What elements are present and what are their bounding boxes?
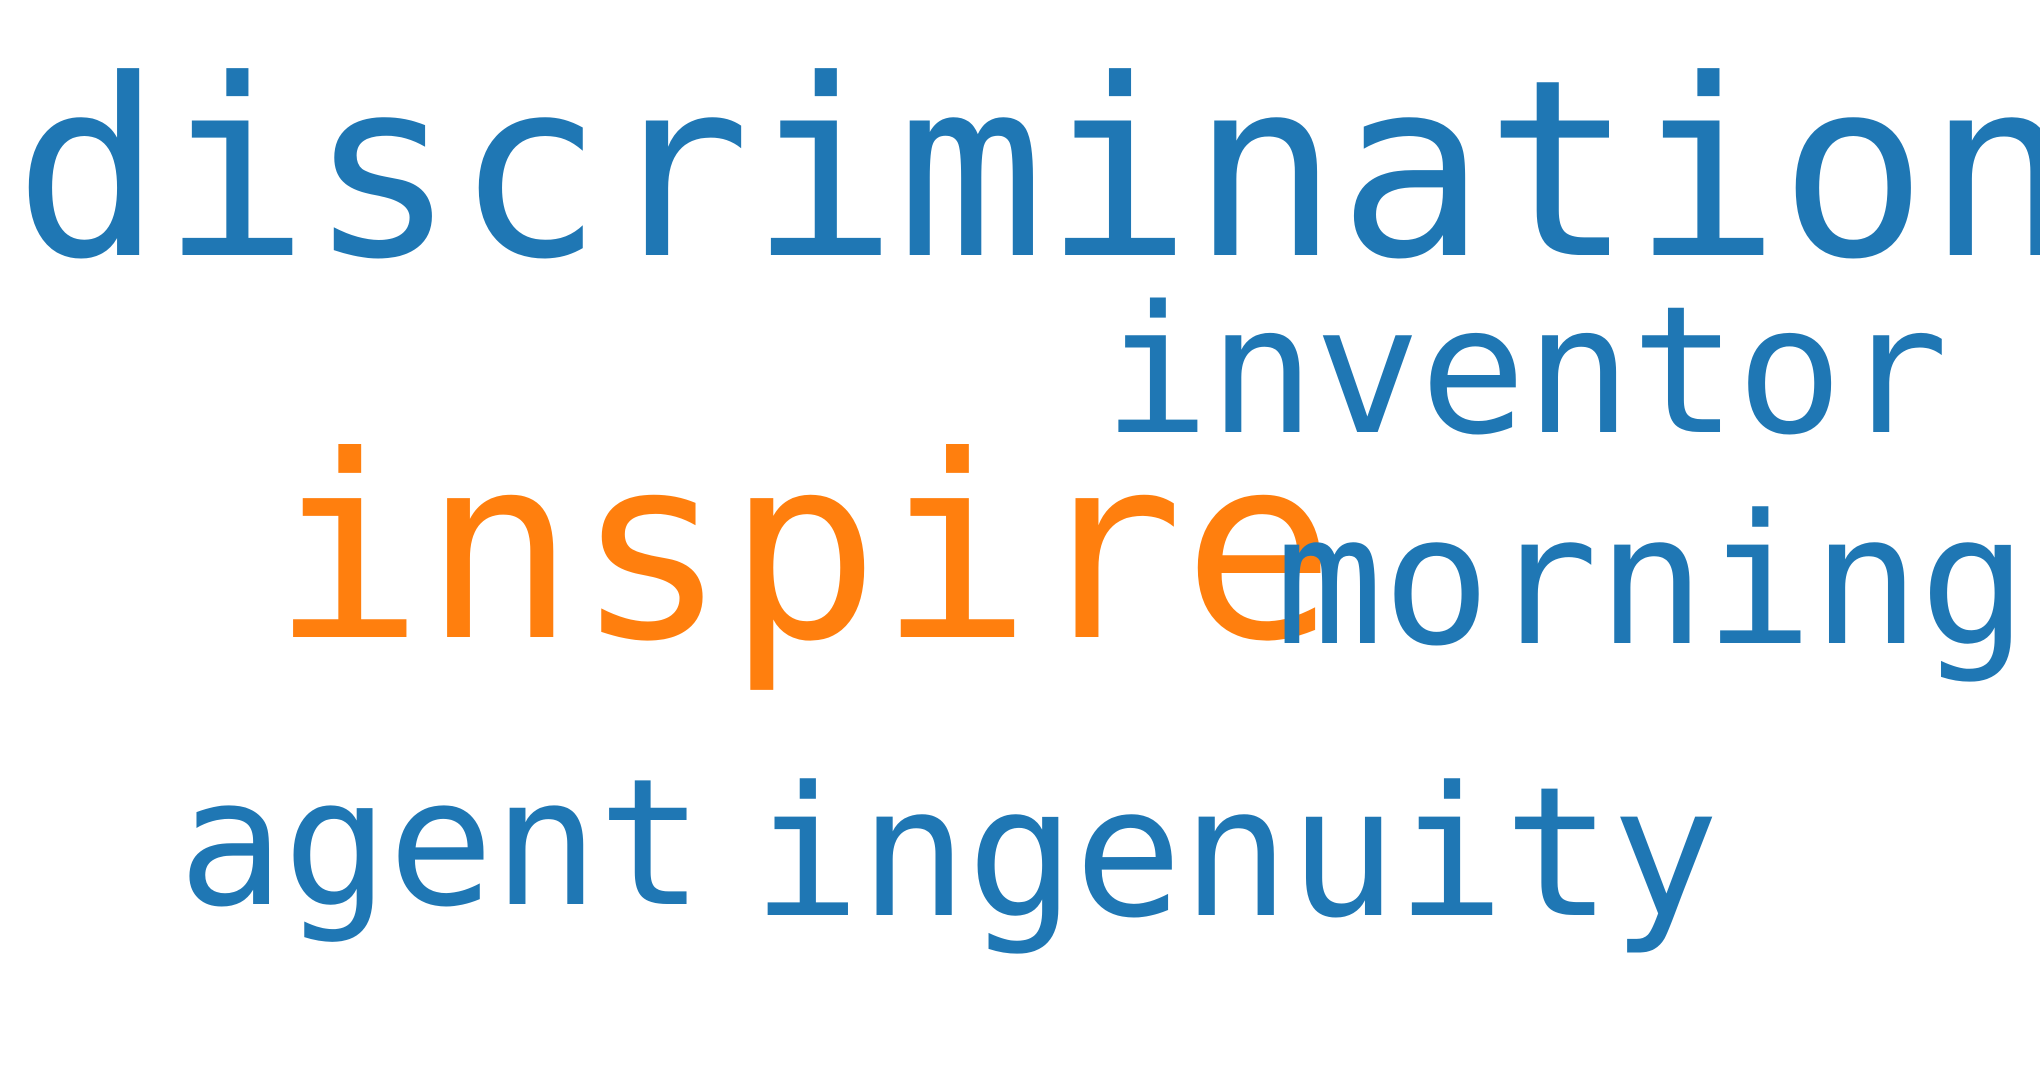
word-inspire: inspire	[271, 401, 1335, 697]
word-morning: morning	[1275, 477, 2028, 686]
word-agent: agent	[178, 741, 704, 946]
word-discrimination: discrimination	[14, 28, 2040, 314]
word-inventor: inventor	[1103, 268, 1949, 474]
word-ingenuity: ingenuity	[752, 749, 1719, 958]
